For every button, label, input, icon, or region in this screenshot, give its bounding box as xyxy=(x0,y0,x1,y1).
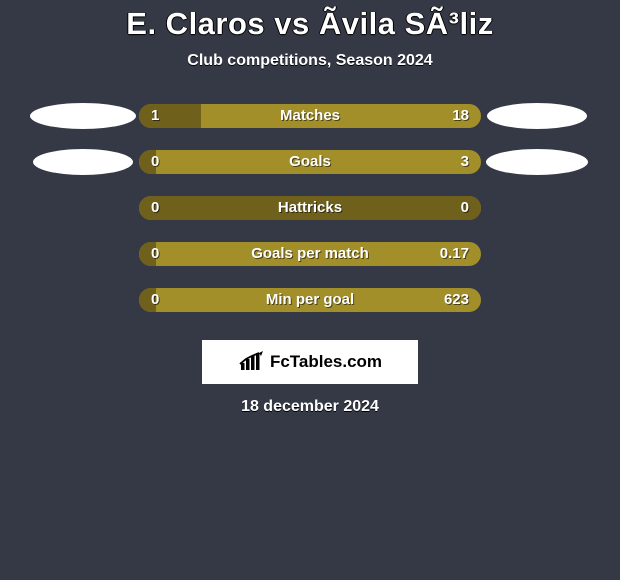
bar-label: Min per goal xyxy=(139,288,481,312)
bar-track: 0 Hattricks 0 xyxy=(139,196,481,220)
date-text: 18 december 2024 xyxy=(0,398,620,416)
side-right xyxy=(481,149,593,175)
player-left-ellipse xyxy=(33,149,133,175)
bar-value-right: 3 xyxy=(461,150,469,174)
stat-row-matches: 1 Matches 18 xyxy=(0,104,620,128)
side-right xyxy=(481,103,593,129)
bar-label: Goals per match xyxy=(139,242,481,266)
side-left xyxy=(27,103,139,129)
side-left xyxy=(27,149,139,175)
subtitle: Club competitions, Season 2024 xyxy=(0,52,620,70)
stat-row-goals: 0 Goals 3 xyxy=(0,150,620,174)
bar-label: Matches xyxy=(139,104,481,128)
comparison-card: E. Claros vs Ãvila SÃ³liz Club competiti… xyxy=(0,0,620,416)
bar-label: Hattricks xyxy=(139,196,481,220)
bar-track: 0 Goals per match 0.17 xyxy=(139,242,481,266)
bar-value-right: 18 xyxy=(452,104,469,128)
bar-value-right: 0.17 xyxy=(440,242,469,266)
stat-row-mpg: 0 Min per goal 623 xyxy=(0,288,620,312)
stat-row-hattricks: 0 Hattricks 0 xyxy=(0,196,620,220)
player-right-ellipse xyxy=(486,149,588,175)
bar-value-right: 623 xyxy=(444,288,469,312)
bar-track: 1 Matches 18 xyxy=(139,104,481,128)
stat-row-gpm: 0 Goals per match 0.17 xyxy=(0,242,620,266)
player-right-ellipse xyxy=(487,103,587,129)
bar-label: Goals xyxy=(139,150,481,174)
chart-icon xyxy=(238,351,266,373)
brand-badge: FcTables.com xyxy=(202,340,418,384)
bar-track: 0 Goals 3 xyxy=(139,150,481,174)
bar-track: 0 Min per goal 623 xyxy=(139,288,481,312)
bar-value-right: 0 xyxy=(461,196,469,220)
page-title: E. Claros vs Ãvila SÃ³liz xyxy=(0,6,620,42)
brand-text: FcTables.com xyxy=(270,352,382,372)
player-left-ellipse xyxy=(30,103,136,129)
